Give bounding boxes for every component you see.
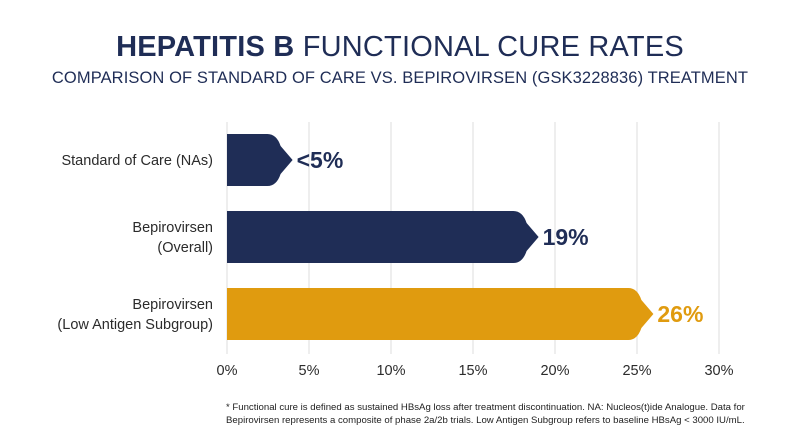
chart-title: HEPATITIS B FUNCTIONAL CURE RATES <box>0 30 800 64</box>
category-label: (Overall) <box>157 240 213 256</box>
x-tick-label: 30% <box>704 363 733 379</box>
footnote: * Functional cure is defined as sustaine… <box>226 402 745 426</box>
bar <box>227 134 293 186</box>
title-block: HEPATITIS B FUNCTIONAL CURE RATES COMPAR… <box>0 30 800 88</box>
x-tick-label: 5% <box>299 363 320 379</box>
x-tick-label: 0% <box>217 363 238 379</box>
bar <box>227 288 654 340</box>
data-label: 19% <box>543 224 589 250</box>
category-label: Standard of Care (NAs) <box>61 153 213 169</box>
data-label: <5% <box>297 147 344 173</box>
bar <box>227 211 539 263</box>
chart-title-rest: FUNCTIONAL CURE RATES <box>302 31 684 63</box>
data-label: 26% <box>657 301 703 327</box>
x-tick-label: 15% <box>458 363 487 379</box>
x-tick-label: 20% <box>540 363 569 379</box>
category-label: Bepirovirsen <box>132 297 213 313</box>
chart-subtitle: COMPARISON OF STANDARD OF CARE VS. BEPIR… <box>51 69 749 87</box>
chart-title-bold: HEPATITIS B <box>116 31 295 63</box>
x-tick-label: 25% <box>622 363 651 379</box>
category-label: Bepirovirsen <box>132 220 213 236</box>
category-label: (Low Antigen Subgroup) <box>57 317 213 333</box>
x-tick-label: 10% <box>376 363 405 379</box>
